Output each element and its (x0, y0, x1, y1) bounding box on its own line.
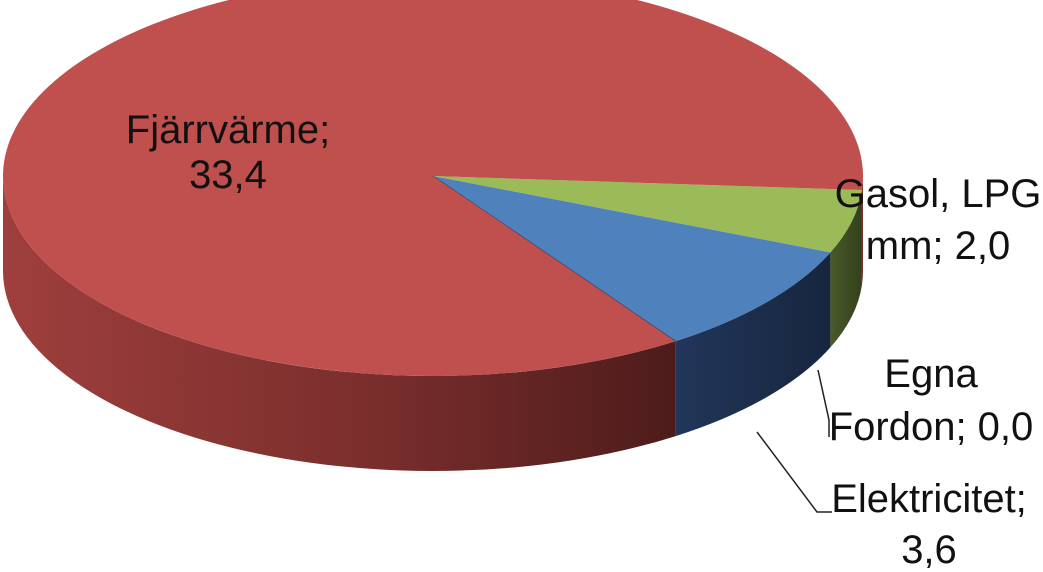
slice-label-gasol-line-1: Gasol, LPG (835, 172, 1042, 216)
slice-label-elektricitet-line-2: 3,6 (901, 528, 957, 572)
leader-line-egna-fordon (817, 369, 830, 437)
slice-side-elektricitet (675, 252, 831, 437)
leader-lines (756, 369, 832, 513)
slice-side-fjarrvarme (3, 176, 676, 471)
slice-gasol-lpg-mm (433, 176, 862, 253)
slice-label-egna-fordon-line-2: Fordon; 0,0 (829, 405, 1034, 449)
slice-label-fjarrvarme-line-2: 33,4 (189, 153, 267, 197)
slice-label-fjarrvarme-line-1: Fjärrvärme; (126, 108, 330, 152)
leader-line-elektricitet (756, 431, 832, 513)
slice-label-egna-fordon-line-1: Egna (884, 352, 978, 396)
pie-side-walls (3, 176, 863, 471)
slice-fjarrvarme (2, 0, 863, 376)
pie-top-faces (2, 0, 863, 376)
slice-side-fjarrvarme (861, 176, 863, 285)
slice-label-gasol-line-2: mm; 2,0 (866, 224, 1010, 268)
slice-label-elektricitet-line-1: Elektricitet; (831, 477, 1027, 521)
slice-side-gasol-lpg-mm (830, 189, 862, 348)
slice-elektricitet (433, 176, 831, 342)
